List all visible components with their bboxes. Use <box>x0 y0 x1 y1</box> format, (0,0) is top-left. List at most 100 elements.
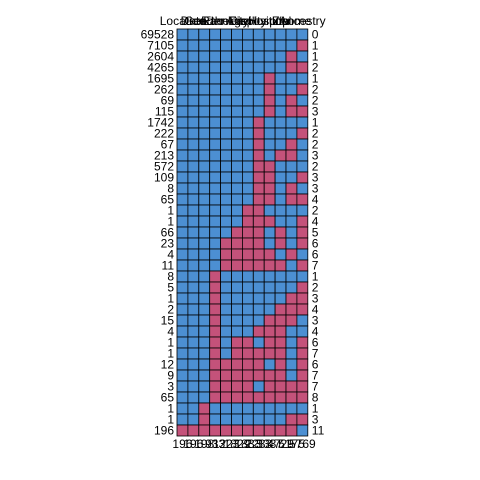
heatmap-cell <box>176 303 189 316</box>
heatmap-cell <box>296 336 309 349</box>
heatmap-cell <box>241 281 254 294</box>
column-label: Race <box>201 14 229 28</box>
heatmap-cell <box>241 28 254 41</box>
heatmap-cell <box>187 391 200 404</box>
heatmap-cell <box>252 325 265 338</box>
heatmap-cell <box>231 160 243 173</box>
heatmap-cell <box>187 160 200 173</box>
heatmap-cell <box>187 149 200 162</box>
heatmap-cell <box>285 105 298 118</box>
row-missing-total-label: 11 <box>312 424 325 438</box>
heatmap-cell <box>241 336 254 349</box>
heatmap-cell <box>209 358 221 371</box>
heatmap-cell <box>285 72 298 85</box>
heatmap-cell <box>187 380 200 393</box>
heatmap-cell <box>274 237 287 250</box>
heatmap-cell <box>252 292 265 305</box>
heatmap-cell <box>274 303 287 316</box>
heatmap-cell <box>198 171 211 184</box>
heatmap-cell <box>296 127 309 140</box>
heatmap-cell <box>285 28 298 41</box>
row-count-label: 12 <box>161 358 175 372</box>
heatmap-cell <box>220 138 232 151</box>
heatmap-cell <box>198 215 211 228</box>
heatmap-cell <box>231 380 243 393</box>
heatmap-cell <box>209 127 221 140</box>
heatmap-cell <box>296 28 309 41</box>
row-count-label: 66 <box>161 226 175 240</box>
heatmap-cell <box>252 39 265 52</box>
heatmap-cell <box>274 28 287 41</box>
heatmap-cell <box>187 204 200 217</box>
heatmap-cell <box>296 72 309 85</box>
heatmap-cell <box>296 39 309 52</box>
heatmap-cell <box>296 171 309 184</box>
heatmap-cell <box>241 116 254 129</box>
heatmap-cell <box>209 182 221 195</box>
heatmap-cell <box>176 50 189 63</box>
heatmap-cell <box>209 94 221 107</box>
heatmap-cell <box>263 72 276 85</box>
heatmap-cell <box>296 138 309 151</box>
heatmap-cell <box>198 270 211 283</box>
heatmap-cell <box>263 39 276 52</box>
heatmap-cell <box>285 413 298 426</box>
heatmap-cell <box>296 391 309 404</box>
heatmap-cell <box>187 413 200 426</box>
heatmap-cell <box>209 61 221 74</box>
heatmap-cell <box>285 259 298 272</box>
heatmap-cell <box>263 270 276 283</box>
heatmap-cell <box>220 281 232 294</box>
heatmap-cell <box>296 215 309 228</box>
heatmap-cell <box>220 347 232 360</box>
heatmap-cell <box>285 149 298 162</box>
heatmap-cell <box>252 171 265 184</box>
heatmap-cell <box>198 127 211 140</box>
heatmap-cell <box>296 369 309 382</box>
column-labels: LocationDateGenderRaceEthnicityAgeFacili… <box>160 14 326 28</box>
heatmap-cell <box>263 369 276 382</box>
heatmap-cell <box>252 193 265 206</box>
row-count-label: 65 <box>161 391 175 405</box>
heatmap-cell <box>198 182 211 195</box>
heatmap-cell <box>187 281 200 294</box>
heatmap-cell <box>252 237 265 250</box>
heatmap-cell <box>187 138 200 151</box>
heatmap-cell <box>241 94 254 107</box>
heatmap-cell <box>220 336 232 349</box>
heatmap-cell <box>220 94 232 107</box>
row-count-label: 1 <box>167 215 174 229</box>
heatmap-cell <box>198 281 211 294</box>
heatmap-cell <box>220 171 232 184</box>
heatmap-cell <box>274 281 287 294</box>
heatmap-cell <box>296 358 309 371</box>
heatmap-cell <box>263 336 276 349</box>
heatmap-cell <box>220 237 232 250</box>
heatmap-cell <box>241 226 254 239</box>
heatmap-cell <box>209 116 221 129</box>
heatmap-cell <box>220 50 232 63</box>
heatmap-cell <box>176 292 189 305</box>
heatmap-cell <box>252 413 265 426</box>
heatmap-cell <box>198 160 211 173</box>
row-count-label: 4 <box>167 248 174 262</box>
heatmap-cell <box>220 149 232 162</box>
row-count-labels: 6952871052604426516952626911517422226721… <box>141 28 175 438</box>
heatmap-cell <box>263 61 276 74</box>
heatmap-cell <box>241 72 254 85</box>
heatmap-cell <box>220 380 232 393</box>
row-missing-total-label: 7 <box>312 369 319 383</box>
row-count-label: 572 <box>154 160 174 174</box>
row-missing-total-label: 4 <box>312 215 319 229</box>
heatmap-cell <box>241 391 254 404</box>
row-missing-total-label: 4 <box>312 303 319 317</box>
heatmap-cell <box>252 160 265 173</box>
heatmap-cell <box>187 72 200 85</box>
row-missing-total-label: 2 <box>312 83 319 97</box>
heatmap-cell <box>274 424 287 437</box>
row-count-label: 196 <box>154 424 174 438</box>
heatmap-cell <box>296 105 309 118</box>
heatmap-cell <box>176 369 189 382</box>
heatmap-cell <box>263 380 276 393</box>
heatmap-cell <box>241 237 254 250</box>
